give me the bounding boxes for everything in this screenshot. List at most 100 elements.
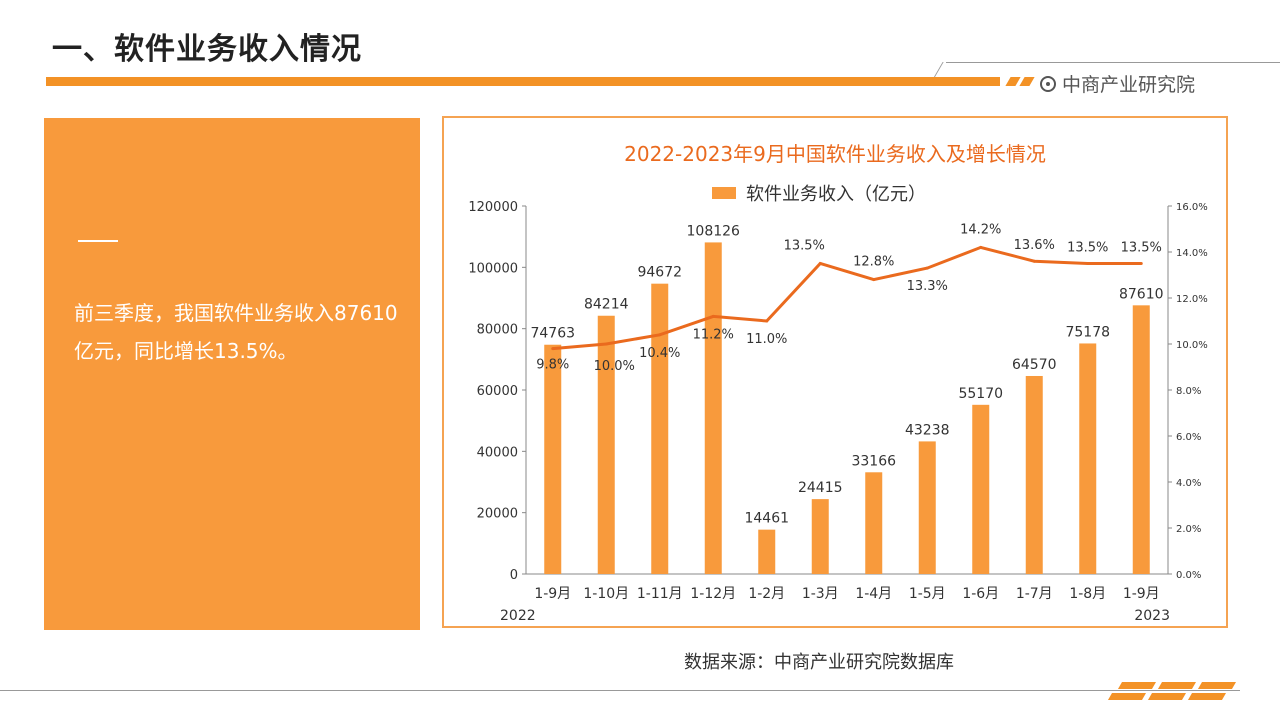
brand-logo-icon: [1040, 75, 1056, 92]
x-tick-label: 1-7月: [1016, 586, 1053, 602]
summary-panel: 前三季度，我国软件业务收入87610亿元，同比增长13.5%。: [44, 118, 420, 630]
bar-data-label: 108126: [687, 223, 741, 239]
bar: [651, 283, 669, 574]
footer-slash-mark: [1157, 682, 1197, 689]
growth-data-label: 11.2%: [693, 327, 734, 342]
growth-data-label: 14.2%: [960, 222, 1001, 237]
growth-point: [1086, 262, 1090, 265]
x-tick-label: 1-2月: [748, 586, 785, 602]
y-tick-label: 60000: [477, 384, 518, 399]
footer-slash-mark: [1147, 693, 1187, 700]
y-tick-label: 20000: [477, 507, 518, 522]
bar: [1132, 305, 1150, 574]
y2-tick-label: 0.0%: [1176, 570, 1201, 581]
bar: [704, 242, 722, 574]
y2-tick-label: 6.0%: [1176, 432, 1201, 443]
y2-tick-label: 2.0%: [1176, 524, 1201, 535]
y2-tick-label: 4.0%: [1176, 478, 1201, 489]
bar-data-label: 33166: [851, 453, 896, 469]
growth-point: [658, 333, 662, 337]
footer-divider: [0, 690, 1240, 691]
growth-data-label: 13.5%: [784, 239, 825, 254]
x-tick-label: 1-10月: [583, 586, 629, 602]
growth-point: [551, 347, 555, 351]
x-tick-label: 1-11月: [637, 586, 683, 602]
bar-data-label: 87610: [1119, 286, 1164, 302]
bar-data-label: 64570: [1012, 357, 1057, 373]
bar: [918, 441, 936, 574]
x-tick-label: 1-5月: [909, 586, 946, 602]
bar: [972, 404, 990, 574]
footer-slash-mark: [1187, 693, 1227, 700]
chart-legend: 软件业务收入（亿元）: [712, 180, 926, 206]
bar-data-label: 43238: [905, 422, 950, 438]
bar: [865, 472, 883, 574]
growth-point: [765, 319, 769, 323]
x-tick-label: 1-8月: [1069, 586, 1106, 602]
y2-tick-label: 12.0%: [1176, 294, 1208, 305]
header-slash-mark: [1005, 77, 1021, 86]
bar: [1025, 375, 1043, 574]
y-tick-label: 80000: [477, 323, 518, 338]
footer-slash-mark: [1197, 682, 1237, 689]
bar-data-label: 74763: [530, 326, 575, 342]
header-divider-diagonal: [933, 62, 944, 78]
bar-data-label: 14461: [744, 511, 789, 527]
chart-plot: 0 20000 40000 60000 80000 100000 120000 0.0% 2.0…: [468, 200, 1208, 624]
summary-text: 前三季度，我国软件业务收入87610亿元，同比增长13.5%。: [74, 301, 398, 363]
growth-point: [1032, 259, 1036, 263]
summary-dash: [78, 240, 118, 242]
y-tick-label: 40000: [477, 445, 518, 460]
bar-data-label: 75178: [1065, 324, 1110, 340]
growth-point: [818, 262, 822, 265]
header-accent-bar: [46, 77, 1000, 86]
growth-point: [925, 266, 929, 270]
x-tick-label: 1-4月: [855, 586, 892, 602]
growth-point: [979, 245, 983, 249]
year-label-start: 2022: [500, 608, 536, 624]
data-source: 数据来源：中商产业研究院数据库: [684, 652, 954, 673]
bar-data-label: 24415: [798, 480, 843, 496]
growth-data-label: 10.4%: [639, 346, 680, 361]
header-divider-line: [946, 62, 1280, 63]
footer-slash-mark: [1107, 693, 1147, 700]
growth-data-label: 9.8%: [536, 358, 569, 373]
x-tick-label: 1-6月: [962, 586, 999, 602]
y2-tick-label: 10.0%: [1176, 340, 1208, 351]
growth-data-label: 13.6%: [1014, 238, 1055, 253]
y-tick-label: 120000: [468, 200, 518, 215]
bar: [597, 315, 615, 574]
growth-point: [872, 278, 876, 282]
growth-point: [604, 342, 608, 346]
page-title: 一、软件业务收入情况: [52, 32, 362, 67]
brand-name: 中商产业研究院: [1062, 74, 1196, 96]
bar-data-label: 94672: [637, 265, 682, 281]
brand: 中商产业研究院: [1040, 70, 1195, 97]
bar: [544, 344, 562, 574]
growth-data-label: 13.3%: [907, 279, 948, 294]
legend-label: 软件业务收入（亿元）: [746, 184, 926, 205]
growth-data-label: 13.5%: [1067, 241, 1108, 256]
y-tick-label: 0: [510, 568, 518, 583]
y-tick-label: 100000: [468, 261, 518, 276]
legend-swatch: [712, 187, 736, 199]
growth-data-label: 11.0%: [746, 332, 787, 347]
header-slash-mark: [1019, 77, 1035, 86]
growth-data-label: 12.8%: [853, 255, 894, 270]
y2-tick-label: 8.0%: [1176, 386, 1201, 397]
y2-tick-label: 16.0%: [1176, 202, 1208, 213]
x-tick-label: 1-3月: [802, 586, 839, 602]
bar: [758, 529, 776, 574]
growth-line: [552, 245, 1142, 351]
bar-data-label: 55170: [958, 386, 1003, 402]
y2-tick-label: 14.0%: [1176, 248, 1208, 259]
x-tick-label: 1-9月: [534, 586, 571, 602]
x-tick-label: 1-12月: [690, 586, 736, 602]
x-tick-label: 1-9月: [1123, 586, 1160, 602]
chart-container: 2022-2023年9月中国软件业务收入及增长情况 软件业务收入（亿元） 0 20…: [442, 116, 1228, 628]
growth-data-label: 10.0%: [594, 359, 635, 374]
bar: [811, 499, 829, 574]
chart-title: 2022-2023年9月中国软件业务收入及增长情况: [624, 142, 1046, 166]
growth-data-label: 13.5%: [1121, 241, 1162, 256]
bar: [1079, 343, 1097, 574]
